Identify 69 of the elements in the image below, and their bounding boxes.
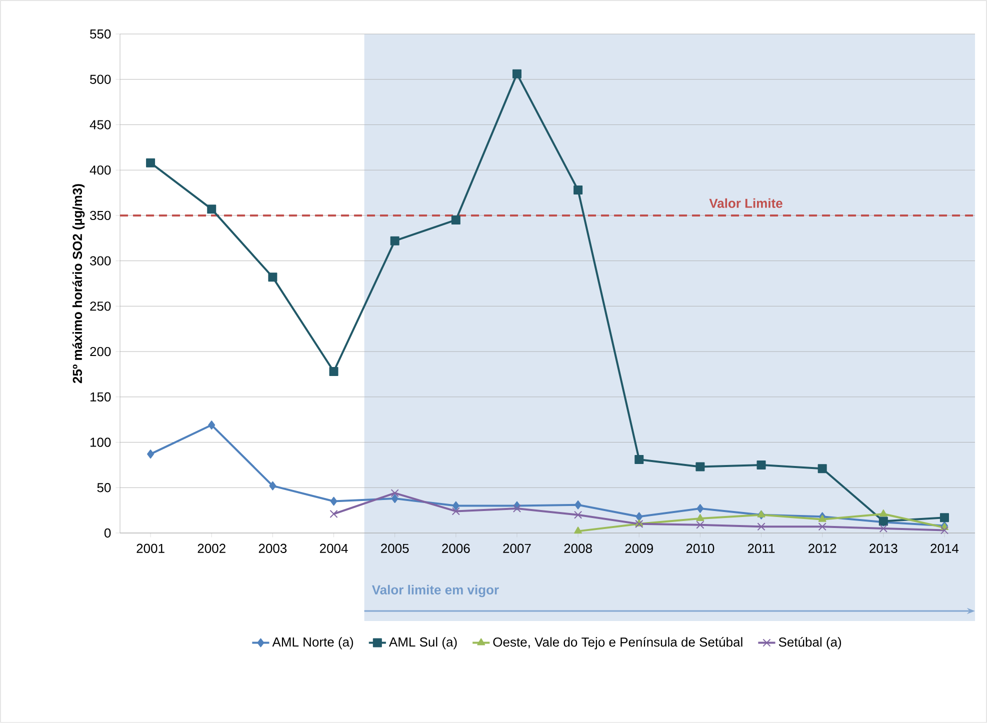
point	[391, 494, 398, 504]
point	[756, 460, 766, 470]
x-tick-label: 2002	[198, 544, 226, 554]
x-tick-label: 2013	[870, 544, 898, 554]
y-axis-title: 25º máximo horário SO2 (µg/m3)	[72, 184, 85, 384]
y-tick-label: 100	[90, 438, 111, 447]
x-tick-label: 2006	[442, 544, 470, 554]
point	[451, 215, 460, 224]
point	[940, 526, 949, 534]
point	[330, 496, 338, 506]
x-tick-label: 2009	[625, 544, 653, 554]
legend-label: Oeste, Vale do Tejo e Península de Setúbal	[493, 637, 742, 650]
legend-label: AML Norte (a)	[272, 637, 354, 650]
y-tick-label: 200	[90, 346, 111, 356]
y-tick-label: 500	[90, 74, 111, 84]
point	[879, 524, 888, 532]
y-tick-label: 550	[90, 29, 111, 39]
point	[940, 513, 949, 522]
point	[512, 69, 522, 78]
x-tick-label: 2014	[930, 544, 959, 554]
point	[818, 522, 826, 531]
x-tick-label: 2011	[748, 544, 775, 554]
point	[696, 514, 704, 521]
y-tick-label: 0	[104, 528, 111, 538]
point	[634, 455, 644, 464]
point	[696, 520, 704, 529]
point	[452, 507, 460, 516]
point	[696, 504, 704, 514]
point	[146, 158, 156, 168]
x-tick-label: 2001	[136, 544, 164, 554]
y-tick-label: 350	[90, 210, 111, 220]
y-tick-label: 250	[90, 302, 111, 311]
point	[207, 204, 216, 214]
y-tick-label: 150	[90, 392, 111, 402]
point	[574, 500, 582, 510]
point	[452, 501, 460, 510]
point	[390, 236, 400, 246]
point	[818, 514, 826, 522]
point	[879, 509, 888, 516]
legend-label: Setúbal (a)	[778, 637, 842, 650]
point	[268, 272, 278, 282]
x-tick-label: 2003	[258, 544, 287, 554]
point	[574, 510, 582, 519]
ref-line-label: Valor Limite	[709, 198, 782, 208]
point	[147, 450, 154, 459]
x-tick-label: 2007	[503, 544, 531, 554]
x-tick-label: 2010	[686, 544, 714, 554]
point	[390, 489, 399, 498]
point	[512, 504, 522, 513]
band-label: Valor limite em vigor	[372, 584, 499, 598]
point	[574, 186, 583, 195]
x-tick-label: 2012	[808, 544, 836, 554]
point	[757, 522, 766, 531]
point	[330, 510, 338, 518]
y-tick-label: 50	[97, 483, 111, 492]
point	[329, 367, 338, 376]
x-tick-label: 2008	[564, 544, 592, 554]
point	[208, 420, 216, 430]
x-tick-label: 2004	[320, 544, 348, 554]
y-tick-label: 400	[90, 165, 111, 175]
point	[818, 464, 827, 474]
point	[696, 462, 705, 472]
y-tick-label: 300	[90, 256, 111, 266]
point	[269, 481, 276, 490]
legend-label: AML Sul (a)	[388, 637, 457, 650]
point	[636, 512, 643, 522]
x-tick-label: 2005	[381, 544, 409, 554]
y-tick-label: 450	[90, 120, 111, 130]
point	[574, 526, 582, 534]
